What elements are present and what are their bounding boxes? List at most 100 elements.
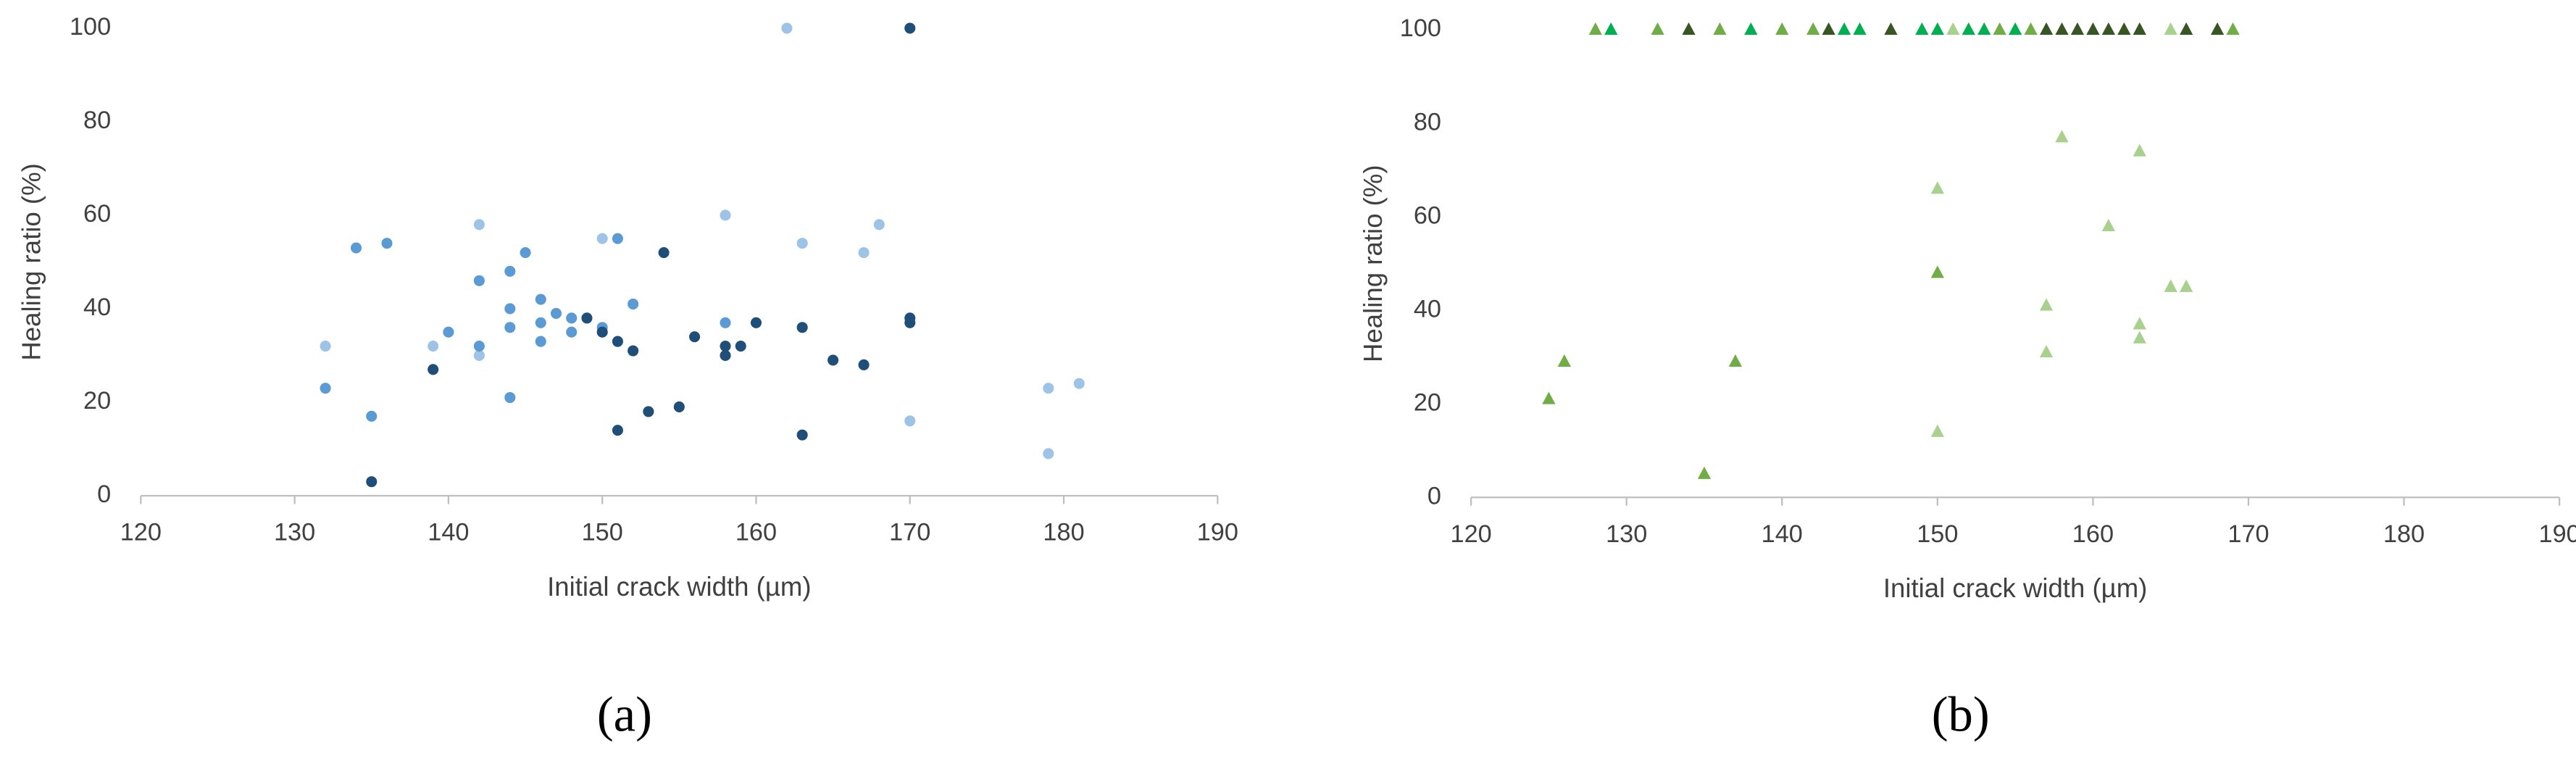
y-tick-label: 40: [83, 294, 111, 321]
point: [1837, 22, 1851, 36]
point: [473, 275, 485, 286]
point: [673, 401, 685, 412]
point: [428, 341, 439, 352]
point: [873, 219, 885, 230]
point: [1930, 424, 1944, 437]
point: [628, 298, 639, 310]
point: [1930, 22, 1944, 36]
point: [828, 354, 839, 366]
point: [2133, 317, 2146, 330]
point: [2226, 22, 2240, 36]
point: [1962, 22, 1975, 36]
point: [1806, 22, 1820, 36]
x-tick-label: 120: [120, 519, 162, 546]
x-tick-label: 190: [1197, 519, 1238, 546]
point: [1073, 378, 1085, 389]
point: [2039, 22, 2054, 36]
point: [658, 246, 670, 259]
point: [720, 317, 731, 328]
y-axis-title: Healing ratio (%): [16, 163, 46, 361]
point: [1884, 22, 1898, 36]
point: [2133, 330, 2146, 344]
point: [2086, 22, 2100, 36]
y-tick-label: 100: [70, 13, 111, 41]
point: [904, 415, 916, 427]
point: [473, 341, 485, 352]
point: [1043, 448, 1054, 459]
x-tick-label: 160: [2072, 520, 2114, 548]
y-tick-label: 20: [1414, 388, 1441, 416]
y-tick-label: 60: [83, 200, 111, 228]
x-tick-label: 180: [1043, 519, 1084, 546]
point: [2101, 218, 2116, 231]
point: [796, 238, 808, 249]
point: [535, 317, 546, 328]
point: [781, 22, 793, 34]
point: [2024, 22, 2038, 36]
point: [520, 246, 531, 259]
point: [1930, 265, 1944, 278]
point: [1557, 354, 1572, 367]
x-tick-label: 180: [2383, 520, 2425, 548]
point: [566, 312, 578, 324]
point: [504, 322, 516, 333]
point: [320, 341, 331, 352]
point: [2039, 298, 2054, 311]
point: [2133, 22, 2146, 36]
point: [689, 331, 701, 343]
point: [1946, 22, 1960, 36]
point: [2055, 130, 2069, 143]
x-tick-label: 140: [1762, 520, 1803, 548]
point: [535, 336, 546, 347]
point: [320, 383, 331, 394]
point: [796, 322, 808, 333]
x-tick-label: 170: [2227, 520, 2269, 548]
x-tick-label: 170: [889, 519, 930, 546]
point: [2055, 22, 2069, 36]
point: [2210, 22, 2225, 36]
point: [904, 317, 916, 328]
x-tick-label: 150: [1917, 520, 1958, 548]
point: [428, 364, 439, 375]
point: [596, 233, 608, 244]
point: [904, 22, 916, 34]
point: [504, 265, 516, 277]
y-tick-label: 100: [1400, 14, 1441, 42]
point: [750, 317, 762, 328]
point: [2070, 22, 2085, 36]
y-axis-title: Healing ratio (%): [1358, 165, 1388, 362]
point: [1043, 383, 1054, 394]
point: [550, 307, 562, 319]
point: [535, 294, 546, 305]
y-tick-label: 0: [97, 481, 111, 508]
point: [628, 345, 639, 357]
point: [1728, 354, 1743, 367]
point: [612, 336, 623, 347]
x-tick-label: 140: [428, 519, 469, 546]
point: [473, 349, 485, 362]
point: [1713, 22, 1727, 36]
point: [1744, 22, 1758, 36]
point: [596, 326, 608, 338]
point: [796, 429, 808, 441]
point: [473, 219, 485, 230]
point: [720, 209, 731, 221]
x-tick-label: 120: [1451, 520, 1492, 548]
point: [612, 425, 623, 436]
point: [858, 359, 870, 370]
point: [581, 312, 593, 324]
point: [366, 476, 378, 488]
point: [2039, 345, 2054, 358]
point: [2133, 144, 2146, 157]
point: [1993, 22, 2006, 36]
point: [2164, 22, 2177, 36]
point: [443, 326, 454, 338]
point: [2164, 279, 2177, 292]
point: [1588, 22, 1602, 36]
point: [720, 349, 731, 362]
x-axis-title: Initial crack width (µm): [1883, 573, 2147, 603]
point: [1542, 391, 1556, 404]
point: [735, 341, 746, 352]
y-tick-label: 0: [1427, 482, 1441, 510]
